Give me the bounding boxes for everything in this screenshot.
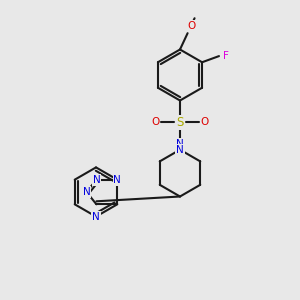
Text: N: N	[92, 175, 100, 185]
Text: O: O	[200, 117, 209, 127]
Text: N: N	[176, 145, 184, 155]
Text: S: S	[176, 116, 184, 129]
Text: N: N	[113, 175, 121, 185]
Text: N: N	[176, 139, 184, 149]
Text: F: F	[223, 51, 229, 61]
Text: N: N	[83, 187, 90, 197]
Text: O: O	[187, 21, 195, 31]
Text: O: O	[151, 117, 160, 127]
Text: N: N	[92, 212, 100, 222]
